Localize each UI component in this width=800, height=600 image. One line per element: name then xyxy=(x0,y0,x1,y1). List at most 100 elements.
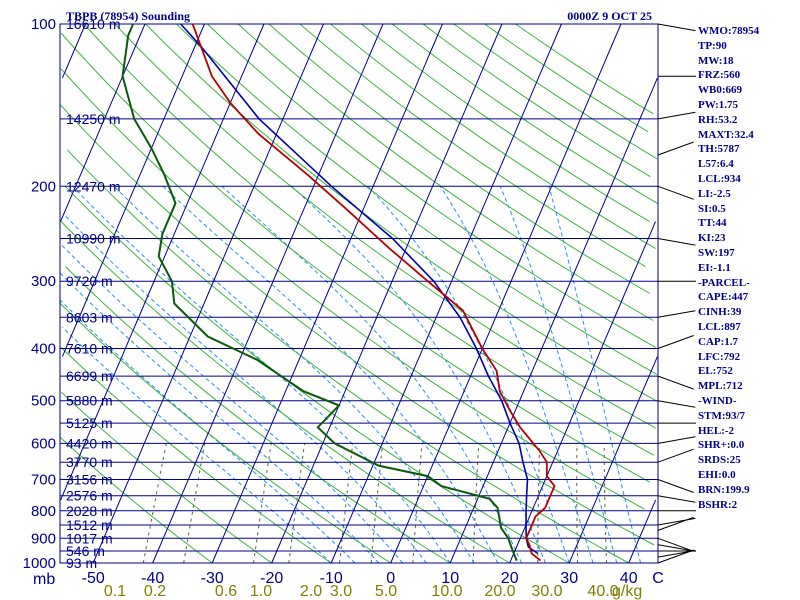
mixing-ratio-label-5: 3.0 xyxy=(330,583,352,600)
dry-adiabat-160 xyxy=(330,23,656,250)
mixing-ratio-label-8: 20.0 xyxy=(484,583,515,600)
dry-adiabat-170 xyxy=(361,23,650,223)
isotherm--80 xyxy=(60,23,146,222)
index-item: SW:197 xyxy=(698,246,735,259)
moist-adiabat-26 xyxy=(291,185,546,564)
mixing-ratio-line-5 xyxy=(412,443,423,564)
index-item: HEL:-2 xyxy=(698,424,735,437)
mixing-ratio-line-0.1 xyxy=(142,443,167,564)
mixing-ratio-line-0.2 xyxy=(183,443,206,564)
moist-adiabat-14 xyxy=(113,185,475,564)
moist-adiabat--2 xyxy=(59,272,380,564)
mixing-ratio-label-3: 1.0 xyxy=(250,583,272,600)
dry-adiabat-140 xyxy=(268,23,651,294)
temperature-label-4: -10 xyxy=(320,570,343,587)
dry-adiabat--20 xyxy=(61,391,272,564)
index-item: SRDS:25 xyxy=(698,454,741,467)
index-item: WB0:669 xyxy=(698,84,742,97)
temperature-label-10: C xyxy=(652,570,664,587)
isotherm-20 xyxy=(509,221,656,564)
mixing-ratio-lines xyxy=(142,443,607,564)
pressure-label-200: 200 xyxy=(31,178,56,195)
wind-barb-925 xyxy=(657,544,696,552)
height-label-300: 9720 m xyxy=(66,273,113,289)
wind-barb-150 xyxy=(657,111,696,120)
mixing-ratio-label-9: 30.0 xyxy=(531,583,562,600)
moist-adiabat-34 xyxy=(439,186,594,564)
sounding-datetime: 0000Z 9 OCT 25 xyxy=(567,9,652,23)
mixing-ratio-label-6: 5.0 xyxy=(375,583,397,600)
dry-adiabat--10 xyxy=(60,347,332,564)
height-labels: 16610 m 14250 m 12470 m 10990 m 9720 m 8603 m… xyxy=(66,16,120,571)
index-item: -PARCEL- xyxy=(698,276,750,289)
index-item: LI:-2.5 xyxy=(698,187,731,200)
isotherm--40 xyxy=(152,23,384,564)
index-item: -WIND- xyxy=(698,394,737,407)
height-label-400: 7610 m xyxy=(66,341,113,357)
temperature-label-2: -30 xyxy=(201,570,224,587)
index-item: WMO:78954 xyxy=(698,25,760,37)
isobars xyxy=(60,23,658,564)
dry-adiabat-220 xyxy=(515,23,654,115)
dry-adiabat-120 xyxy=(207,23,656,348)
height-label-250: 10990 m xyxy=(66,231,120,247)
dewpoint-trace xyxy=(121,23,518,561)
temperature-label-8: 30 xyxy=(560,570,578,587)
dry-adiabat-80 xyxy=(83,23,654,456)
dry-adiabat-150 xyxy=(299,23,646,268)
isotherm--90 xyxy=(61,23,86,79)
dry-adiabat--30 xyxy=(59,436,213,564)
moist-adiabat-38 xyxy=(499,186,618,564)
plot-frame xyxy=(59,23,659,564)
wind-barb-850 xyxy=(657,517,696,526)
mixing-ratio-line-2 xyxy=(339,443,354,564)
dry-adiabat-200 xyxy=(453,23,658,160)
index-item: SHR+:0.0 xyxy=(698,439,745,452)
height-label-650: 3770 m xyxy=(66,454,113,470)
dry-adiabat-60 xyxy=(60,68,645,510)
dry-adiabat-180 xyxy=(391,23,659,205)
index-item: CAPE:447 xyxy=(698,291,749,304)
dry-adiabat-50 xyxy=(60,104,655,546)
height-label-600: 4420 m xyxy=(66,435,113,451)
moist-adiabat-2 xyxy=(59,242,403,564)
height-label-950: 546 m xyxy=(66,543,105,559)
moist-adiabat--10 xyxy=(61,326,332,564)
mixing-ratio-tick-labels: 0.1 0.2 0.6 1.0 2.0 3.0 5.0 10.0 20.0 30.0 40.0 xyxy=(104,583,619,600)
index-item: MW:18 xyxy=(698,54,734,67)
temperature-label-6: 10 xyxy=(441,570,459,587)
index-item: TH:5787 xyxy=(698,143,740,156)
index-item: CAP:1.7 xyxy=(698,335,739,348)
mixing-ratio-line-40 xyxy=(603,443,607,564)
index-item: EI:-1.1 xyxy=(698,261,731,274)
height-label-350: 8603 m xyxy=(66,309,113,325)
dry-adiabat-130 xyxy=(237,23,654,321)
height-label-450: 6699 m xyxy=(66,368,113,384)
pressure-label-500: 500 xyxy=(31,393,56,410)
dry-adiabat-210 xyxy=(484,23,649,133)
index-item: BSHR:2 xyxy=(698,498,738,511)
mixing-ratio-line-20 xyxy=(537,443,541,563)
mixing-ratio-line-10 xyxy=(472,443,480,564)
isotherm-30 xyxy=(568,356,658,564)
sounding-profiles xyxy=(121,23,556,562)
index-item: TP:90 xyxy=(698,39,727,52)
pressure-label-800: 800 xyxy=(31,503,56,520)
wind-barb-500 xyxy=(657,400,696,408)
isotherm--10 xyxy=(330,23,562,564)
wind-barb-450 xyxy=(657,375,694,390)
index-item: EL:752 xyxy=(698,365,733,378)
temperature-label-7: 20 xyxy=(501,570,519,587)
height-label-850: 1512 m xyxy=(66,517,113,533)
wind-barb-650 xyxy=(657,448,694,463)
temperature-tick-labels: -50 -40 -30 -20 -10 0 10 20 30 40 C xyxy=(82,570,664,587)
dry-adiabat-90 xyxy=(114,23,657,429)
isotherm--50 xyxy=(92,23,324,564)
dry-adiabat-0 xyxy=(58,302,391,564)
pressure-label-300: 300 xyxy=(31,273,56,290)
mixing-ratio-label-10: 40.0 xyxy=(587,583,618,600)
height-label-200: 12470 m xyxy=(66,178,120,194)
wind-barb-250 xyxy=(657,238,696,246)
moist-adiabats xyxy=(59,185,642,564)
index-item: EHI:0.0 xyxy=(698,468,736,481)
